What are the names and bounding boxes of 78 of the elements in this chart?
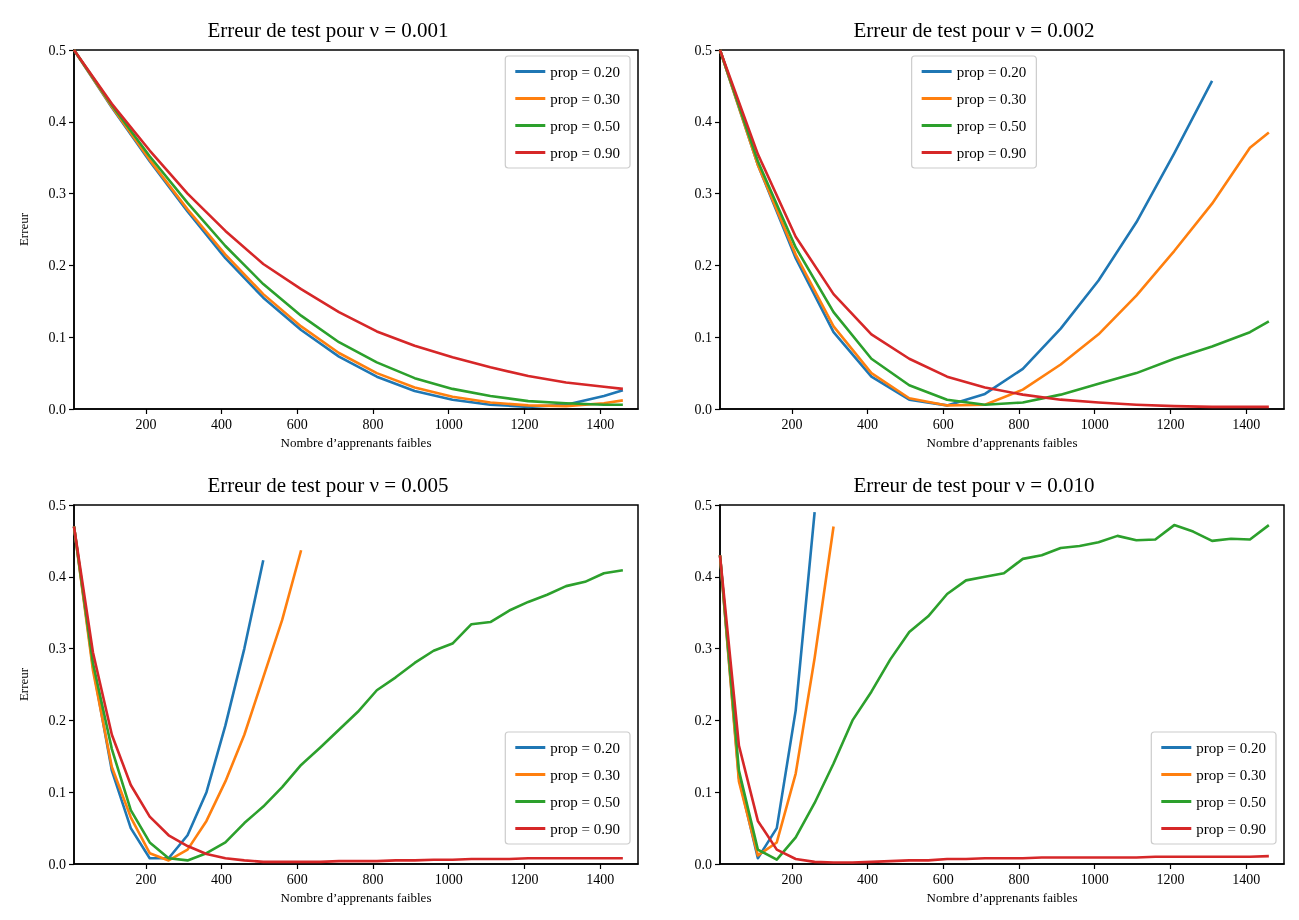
y-tick-label: 0.3 [694, 186, 712, 202]
x-tick-label: 800 [362, 416, 384, 432]
x-tick-label: 800 [362, 871, 384, 887]
x-tick-label: 1400 [586, 871, 615, 887]
y-tick-label: 0.2 [694, 257, 712, 273]
y-tick-label: 0.2 [48, 257, 66, 273]
x-axis-title: Nombre d’apprenants faibles [926, 434, 1078, 450]
legend-label: prop = 0.30 [956, 90, 1027, 107]
chart-title: Erreur de test pour ν = 0.010 [853, 472, 1095, 497]
x-tick-label: 200 [781, 416, 803, 432]
x-tick-label: 200 [781, 871, 803, 887]
x-tick-label: 800 [1008, 416, 1030, 432]
y-tick-label: 0.5 [48, 497, 66, 513]
x-tick-label: 1000 [1080, 416, 1109, 432]
y-tick-label: 0.0 [48, 401, 66, 417]
y-axis-title: Erreur [16, 667, 31, 702]
legend-label: prop = 0.50 [1196, 793, 1267, 810]
x-tick-label: 1200 [1156, 416, 1185, 432]
x-tick-label: 400 [857, 416, 879, 432]
y-tick-label: 0.2 [48, 712, 66, 728]
legend-label: prop = 0.50 [956, 117, 1027, 134]
y-tick-label: 0.5 [694, 42, 712, 58]
x-tick-label: 400 [211, 871, 233, 887]
chart-title: Erreur de test pour ν = 0.002 [853, 17, 1095, 42]
legend-label: prop = 0.20 [1196, 739, 1267, 756]
y-tick-label: 0.1 [694, 329, 712, 345]
chart-title: Erreur de test pour ν = 0.001 [207, 17, 449, 42]
x-tick-label: 600 [932, 416, 954, 432]
y-tick-label: 0.4 [48, 114, 66, 130]
x-tick-label: 400 [211, 416, 233, 432]
y-tick-label: 0.3 [48, 641, 66, 657]
legend-label: prop = 0.90 [550, 820, 621, 837]
legend-label: prop = 0.90 [550, 144, 621, 161]
legend-label: prop = 0.20 [550, 63, 621, 80]
x-tick-label: 1200 [510, 416, 539, 432]
y-tick-label: 0.4 [694, 569, 712, 585]
y-tick-label: 0.0 [48, 856, 66, 872]
y-tick-label: 0.5 [694, 497, 712, 513]
x-tick-label: 200 [135, 871, 157, 887]
y-tick-label: 0.0 [694, 856, 712, 872]
x-axis-title: Nombre d’apprenants faibles [280, 434, 432, 450]
chart-title: Erreur de test pour ν = 0.005 [207, 472, 449, 497]
x-tick-label: 1000 [1080, 871, 1109, 887]
legend-label: prop = 0.30 [1196, 766, 1267, 783]
legend-label: prop = 0.30 [550, 90, 621, 107]
y-tick-label: 0.3 [694, 641, 712, 657]
x-axis-title: Nombre d’apprenants faibles [280, 889, 432, 905]
y-tick-label: 0.1 [48, 329, 66, 345]
x-tick-label: 400 [857, 871, 879, 887]
y-tick-label: 0.3 [48, 186, 66, 202]
x-tick-label: 1400 [586, 416, 615, 432]
y-tick-label: 0.2 [694, 712, 712, 728]
legend-label: prop = 0.50 [550, 117, 621, 134]
legend-label: prop = 0.90 [956, 144, 1027, 161]
x-tick-label: 1400 [1232, 416, 1261, 432]
legend-label: prop = 0.30 [550, 766, 621, 783]
y-tick-label: 0.1 [694, 784, 712, 800]
x-tick-label: 1000 [434, 871, 463, 887]
x-tick-label: 1200 [1156, 871, 1185, 887]
x-tick-label: 600 [286, 871, 308, 887]
x-tick-label: 600 [932, 871, 954, 887]
x-tick-label: 800 [1008, 871, 1030, 887]
legend-label: prop = 0.90 [1196, 820, 1267, 837]
y-tick-label: 0.4 [694, 114, 712, 130]
y-axis-title: Erreur [16, 212, 31, 247]
y-tick-label: 0.0 [694, 401, 712, 417]
x-tick-label: 1400 [1232, 871, 1261, 887]
x-tick-label: 600 [286, 416, 308, 432]
legend-label: prop = 0.20 [956, 63, 1027, 80]
x-tick-label: 1000 [434, 416, 463, 432]
y-tick-label: 0.4 [48, 569, 66, 585]
x-axis-title: Nombre d’apprenants faibles [926, 889, 1078, 905]
legend-label: prop = 0.20 [550, 739, 621, 756]
x-tick-label: 200 [135, 416, 157, 432]
y-tick-label: 0.5 [48, 42, 66, 58]
legend-label: prop = 0.50 [550, 793, 621, 810]
x-tick-label: 1200 [510, 871, 539, 887]
y-tick-label: 0.1 [48, 784, 66, 800]
